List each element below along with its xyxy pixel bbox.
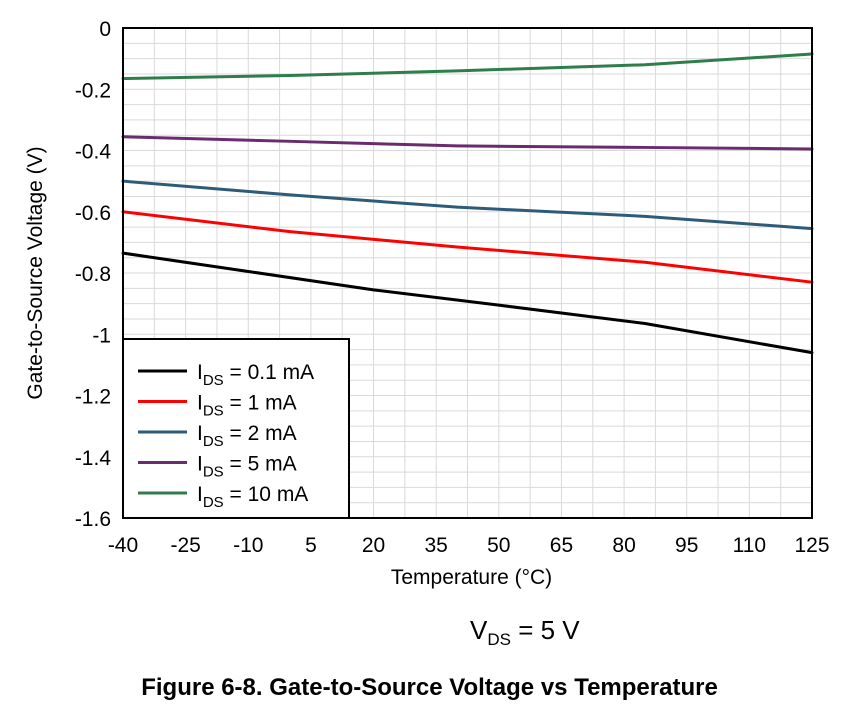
y-tick-label: -0.6 — [75, 202, 111, 225]
legend-label-3: IDS = 5 mA — [197, 453, 297, 481]
y-tick-label: -0.8 — [75, 263, 111, 286]
x-tick-label: 50 — [487, 534, 510, 557]
x-tick-label: -25 — [170, 534, 200, 557]
x-tick-label: -10 — [233, 534, 263, 557]
y-tick-label: -1.2 — [75, 386, 111, 409]
series-line-1 — [121, 210, 814, 284]
y-tick-label: -0.4 — [75, 141, 112, 164]
x-tick-label: -40 — [108, 534, 138, 557]
legend-label-4: IDS = 10 mA — [197, 483, 308, 511]
figure-caption: Figure 6-8. Gate-to-Source Voltage vs Te… — [141, 674, 718, 701]
x-tick-label: 35 — [425, 534, 448, 557]
x-axis-title: Temperature (°C) — [391, 566, 552, 589]
y-tick-label: -1.4 — [75, 447, 112, 470]
legend-label-1: IDS = 1 mA — [197, 392, 297, 420]
x-tick-label: 20 — [362, 534, 385, 557]
y-tick-labels: 0 -0.2 -0.4 -0.6 -0.8 -1 -1.2 -1.4 -1.6 — [75, 18, 112, 531]
x-tick-label: 110 — [733, 534, 766, 557]
plot-frame — [122, 27, 813, 519]
condition-value: = 5 V — [510, 615, 580, 645]
y-axis-title: Gate-to-Source Voltage (V) — [24, 146, 47, 399]
y-tick-label: -1 — [92, 324, 111, 347]
x-tick-label: 65 — [550, 534, 573, 557]
series-line-2 — [121, 179, 814, 231]
legend-label-2: IDS = 2 mA — [197, 422, 297, 450]
legend-box — [122, 338, 350, 519]
y-tick-label: -1.6 — [75, 508, 111, 531]
x-tick-label: 95 — [675, 534, 698, 557]
x-tick-label: 5 — [305, 534, 317, 557]
x-tick-label: 80 — [612, 534, 635, 557]
y-tick-label: -0.2 — [75, 79, 111, 102]
condition-symbol: V — [470, 615, 488, 645]
condition-subscript: DS — [487, 630, 511, 650]
x-tick-labels: -40 -25 -10 5 20 35 50 65 80 95 110 125 — [108, 534, 830, 557]
series-line-4 — [121, 52, 814, 81]
series-line-3 — [121, 135, 814, 151]
series-line-0 — [121, 251, 814, 355]
legend-label-0: IDS = 0.1 mA — [197, 361, 314, 389]
y-tick-label: 0 — [99, 18, 111, 41]
plot-series — [121, 52, 814, 355]
chart: -40 -25 -10 5 20 35 50 65 80 95 110 125 0 -0.2 -0.4 -0… — [24, 18, 830, 589]
test-condition: VDS = 5 V — [470, 615, 580, 650]
x-tick-label: 125 — [794, 534, 829, 557]
